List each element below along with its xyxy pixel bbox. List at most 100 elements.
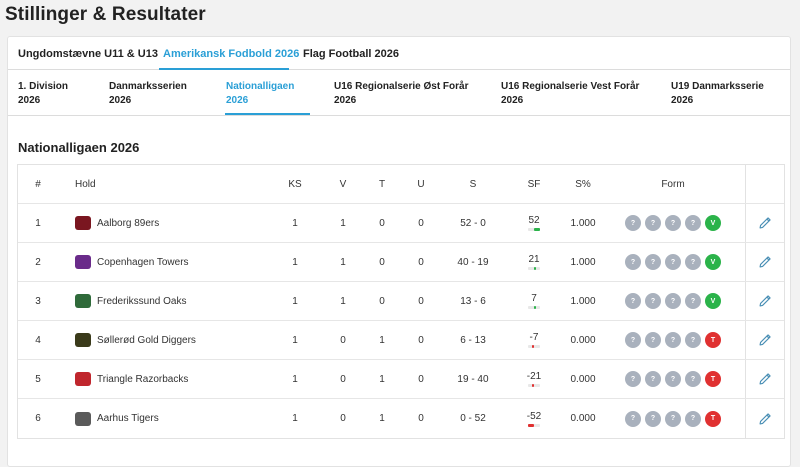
sf-cell: -52 xyxy=(514,399,554,438)
table-row: 4 Søllerød Gold Diggers 1 0 1 0 6 - 13 -7 0.000?… xyxy=(18,321,784,360)
team-name[interactable]: Aarhus Tigers xyxy=(97,413,159,424)
edit-cell[interactable] xyxy=(745,204,785,242)
u-cell: 0 xyxy=(418,217,424,229)
header-spct: S% xyxy=(575,178,591,190)
s-cell: 13 - 6 xyxy=(460,295,486,307)
subtab-nationalligaen[interactable]: Nationalligaen 2026 xyxy=(226,80,294,108)
subtab-year: 2026 xyxy=(501,95,524,106)
team-logo-icon xyxy=(75,411,91,426)
sf-value: -52 xyxy=(526,410,542,422)
table-row: 1 Aalborg 89ers 1 1 0 0 52 - 0 52 1.000???? V xyxy=(18,204,784,243)
team-name[interactable]: Triangle Razorbacks xyxy=(97,373,189,385)
u-cell: 0 xyxy=(418,413,424,424)
team-cell[interactable]: Aarhus Tigers xyxy=(75,399,265,438)
subtab-danmarksserien[interactable]: Danmarksserien 2026 xyxy=(109,80,187,108)
pencil-icon[interactable] xyxy=(758,333,772,347)
spct-cell: 1.000 xyxy=(570,295,596,307)
tab-amerikansk-fodbold[interactable]: Amerikansk Fodbold 2026 xyxy=(163,48,300,60)
page-title: Stillinger & Resultater xyxy=(5,4,206,25)
form-badge: ? xyxy=(665,293,681,309)
team-logo-icon xyxy=(75,372,91,386)
v-cell: 0 xyxy=(340,334,346,346)
sf-bar xyxy=(527,384,540,387)
spct-cell: 0.000 xyxy=(570,413,596,424)
rank-cell: 3 xyxy=(35,295,41,307)
subtab-year: 2026 xyxy=(109,95,132,106)
column-divider xyxy=(745,165,746,438)
form-cell: ???? V xyxy=(620,243,726,281)
rank-cell: 2 xyxy=(35,256,41,268)
form-badge: ? xyxy=(685,293,701,309)
team-name[interactable]: Søllerød Gold Diggers xyxy=(97,334,196,346)
u-cell: 0 xyxy=(418,295,424,307)
form-badge: ? xyxy=(625,293,641,309)
subtab-label: U16 Regionalserie Øst Forår xyxy=(334,81,469,92)
pencil-icon[interactable] xyxy=(758,294,772,308)
pencil-icon[interactable] xyxy=(758,216,772,230)
table-row: 2 Copenhagen Towers 1 1 0 0 40 - 19 21 1.000????… xyxy=(18,243,784,282)
u-cell: 0 xyxy=(418,373,424,385)
form-badge: ? xyxy=(645,371,661,387)
form-badge: ? xyxy=(685,410,701,427)
t-cell: 0 xyxy=(379,217,385,229)
subtab-u19[interactable]: U19 Danmarksserie 2026 xyxy=(671,80,764,108)
sf-bar xyxy=(528,345,540,348)
team-cell[interactable]: Copenhagen Towers xyxy=(75,243,265,281)
team-cell[interactable]: Søllerød Gold Diggers xyxy=(75,321,265,359)
subtab-label: Nationalligaen xyxy=(226,81,295,92)
tab-ungdomstaevne[interactable]: Ungdomstævne U11 & U13 xyxy=(18,48,158,60)
subtab-u16-oest[interactable]: U16 Regionalserie Øst Forår 2026 xyxy=(334,80,469,108)
t-cell: 0 xyxy=(379,295,385,307)
sf-cell: -7 xyxy=(514,321,554,359)
t-cell: 1 xyxy=(379,373,385,385)
form-badge: V xyxy=(705,293,721,309)
team-cell[interactable]: Triangle Razorbacks xyxy=(75,360,265,398)
ks-cell: 1 xyxy=(292,334,298,346)
subtab-label: 1. Division xyxy=(18,81,69,92)
team-name[interactable]: Aalborg 89ers xyxy=(97,217,160,229)
header-v: V xyxy=(339,178,347,190)
form-badge: ? xyxy=(665,254,681,270)
form-badge: V xyxy=(705,254,721,270)
t-cell: 1 xyxy=(379,413,385,424)
ks-cell: 1 xyxy=(292,256,298,268)
edit-cell[interactable] xyxy=(745,243,785,281)
sf-bar-fill xyxy=(532,345,534,348)
team-cell[interactable]: Frederikssund Oaks xyxy=(75,282,265,320)
spct-cell: 1.000 xyxy=(570,256,596,268)
edit-cell[interactable] xyxy=(745,399,785,438)
rank-cell: 4 xyxy=(35,334,41,346)
header-rank: # xyxy=(35,178,41,190)
table-row: 5 Triangle Razorbacks 1 0 1 0 19 - 40 -21 0.000?… xyxy=(18,360,784,399)
form-badge: ? xyxy=(685,215,701,231)
sf-value: -21 xyxy=(526,371,542,382)
rank-cell: 1 xyxy=(35,217,41,229)
team-logo-icon xyxy=(75,333,91,347)
sf-cell: 52 xyxy=(514,204,554,242)
form-badge: T xyxy=(705,410,721,427)
subtab-label: Danmarksserien xyxy=(109,81,187,92)
form-badge: ? xyxy=(645,254,661,270)
pencil-icon[interactable] xyxy=(758,255,772,269)
team-name[interactable]: Frederikssund Oaks xyxy=(97,295,187,307)
spct-cell: 1.000 xyxy=(570,217,596,229)
header-t: T xyxy=(378,178,386,190)
team-cell[interactable]: Aalborg 89ers xyxy=(75,204,265,242)
form-badge: ? xyxy=(665,332,681,348)
sf-bar xyxy=(528,228,540,231)
header-s: S xyxy=(469,178,477,190)
t-cell: 1 xyxy=(379,334,385,346)
v-cell: 0 xyxy=(340,373,346,385)
form-badge: ? xyxy=(665,410,681,427)
team-name[interactable]: Copenhagen Towers xyxy=(97,256,189,268)
pencil-icon[interactable] xyxy=(758,412,772,426)
tab-flag-football[interactable]: Flag Football 2026 xyxy=(303,48,399,60)
form-badge: ? xyxy=(625,410,641,427)
subtab-u16-vest[interactable]: U16 Regionalserie Vest Forår 2026 xyxy=(501,80,639,108)
edit-cell[interactable] xyxy=(745,360,785,398)
edit-cell[interactable] xyxy=(745,321,785,359)
pencil-icon[interactable] xyxy=(758,372,772,386)
form-badge: ? xyxy=(625,215,641,231)
subtab-1-division[interactable]: 1. Division 2026 xyxy=(18,80,68,108)
edit-cell[interactable] xyxy=(745,282,785,320)
